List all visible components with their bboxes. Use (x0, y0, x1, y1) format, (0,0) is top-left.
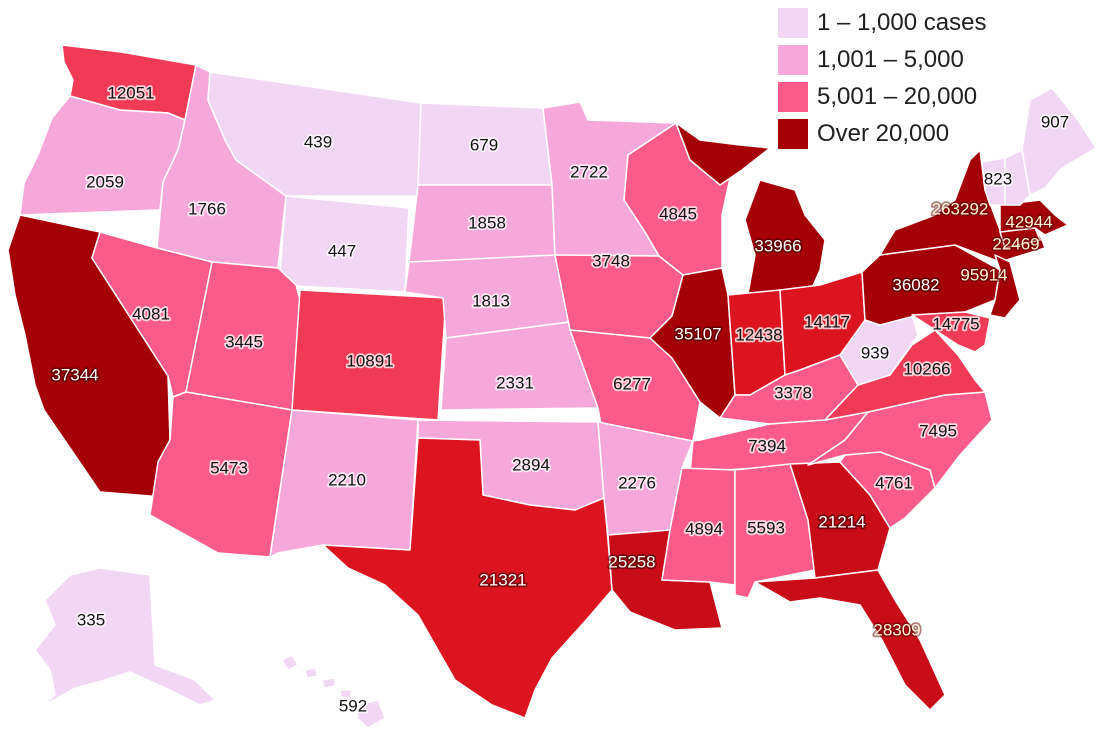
label-iowa: 3748 (592, 251, 630, 270)
label-washington: 12051 (107, 83, 154, 102)
legend-item: 1 – 1,000 cases (778, 4, 1098, 41)
state-alaska[interactable] (24, 567, 216, 723)
state-maryland[interactable] (911, 311, 991, 353)
case-labels: 12051 2059 37344 1766 4081 439 447 3445 … (50, 82, 1071, 718)
state-vermont[interactable] (981, 157, 1006, 206)
label-alabama: 5593 (747, 518, 785, 537)
label-montana: 439 (304, 132, 332, 151)
state-maine[interactable] (1021, 87, 1097, 196)
legend-item: 1,001 – 5,000 (778, 41, 1098, 78)
label-alaska: 335 (77, 610, 105, 629)
legend-swatch (778, 118, 808, 149)
label-minnesota: 2722 (570, 162, 608, 181)
state-florida[interactable] (754, 569, 946, 711)
legend-item: Over 20,000 (778, 115, 1098, 152)
state-north-carolina[interactable] (807, 391, 993, 489)
label-missouri: 6277 (613, 374, 651, 393)
label-arizona: 5473 (210, 458, 248, 477)
label-maryland: 14775 (932, 314, 979, 333)
label-north-dakota: 679 (470, 135, 498, 154)
label-new-york: 263292 (932, 199, 989, 218)
label-massachusetts: 42944 (1005, 212, 1052, 231)
label-ohio: 14117 (804, 312, 850, 331)
legend-label: 1 – 1,000 cases (817, 8, 987, 36)
label-georgia: 21214 (818, 512, 865, 531)
legend-label: 5,001 – 20,000 (817, 82, 978, 110)
label-new-mexico: 2210 (328, 470, 366, 489)
legend-item: 5,001 – 20,000 (778, 78, 1098, 115)
legend-label: 1,001 – 5,000 (817, 45, 964, 73)
label-pennsylvania: 36082 (892, 275, 939, 294)
label-tennessee: 7394 (748, 436, 786, 455)
label-utah: 3445 (225, 332, 263, 351)
state-massachusetts[interactable] (999, 199, 1069, 236)
map-legend: 1 – 1,000 cases 1,001 – 5,000 5,001 – 20… (778, 4, 1098, 152)
label-michigan: 33966 (754, 236, 801, 255)
label-nevada: 4081 (132, 304, 170, 323)
legend-swatch (778, 7, 808, 38)
label-hawaii: 592 (339, 696, 367, 715)
label-texas: 21321 (479, 570, 526, 589)
label-california: 37344 (51, 365, 98, 384)
label-wisconsin: 4845 (659, 204, 697, 223)
label-virginia: 10266 (903, 359, 950, 378)
label-new-jersey: 95914 (960, 265, 1007, 284)
label-florida: 28309 (873, 620, 920, 639)
label-north-carolina: 7495 (919, 421, 957, 440)
label-arkansas: 2276 (618, 473, 656, 492)
legend-swatch (778, 81, 808, 112)
state-illinois[interactable] (649, 267, 736, 419)
label-south-carolina: 4761 (875, 473, 913, 492)
state-new-jersey[interactable] (989, 254, 1021, 319)
legend-swatch (778, 44, 808, 75)
label-wyoming: 447 (328, 241, 356, 260)
label-vermont: 823 (984, 169, 1012, 188)
label-connecticut: 22469 (992, 234, 1039, 253)
label-illinois: 35107 (674, 324, 721, 343)
label-south-dakota: 1858 (468, 213, 506, 232)
state-michigan-upper[interactable] (675, 122, 771, 186)
label-louisiana: 25258 (608, 552, 655, 571)
label-indiana: 12438 (735, 325, 782, 344)
label-oregon: 2059 (86, 172, 124, 191)
label-colorado: 10891 (346, 351, 393, 370)
label-nebraska: 1813 (472, 291, 510, 310)
label-kansas: 2331 (496, 373, 534, 392)
label-idaho: 1766 (188, 199, 226, 218)
state-texas[interactable] (322, 437, 613, 719)
state-hawaii[interactable] (281, 654, 386, 729)
label-kentucky: 3378 (774, 383, 812, 402)
label-maine: 907 (1041, 112, 1069, 131)
state-oregon[interactable] (19, 95, 186, 216)
state-new-york[interactable] (879, 149, 1046, 263)
label-oklahoma: 2894 (512, 455, 550, 474)
label-mississippi: 4894 (685, 519, 723, 538)
label-west-virginia: 939 (861, 343, 889, 362)
legend-label: Over 20,000 (817, 119, 950, 147)
